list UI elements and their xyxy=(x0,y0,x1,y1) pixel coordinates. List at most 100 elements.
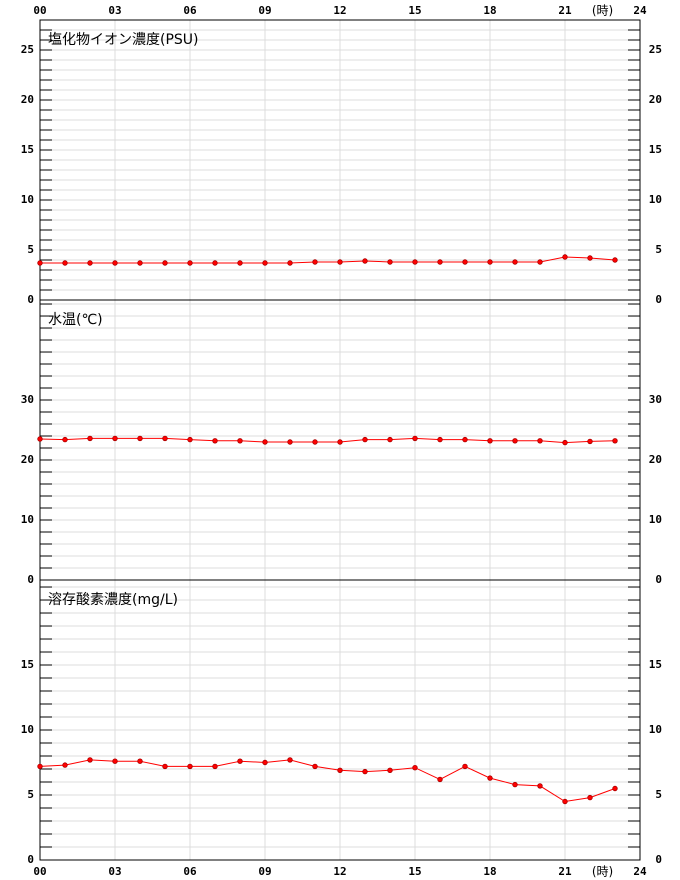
y-tick-label: 0 xyxy=(27,853,34,866)
data-point xyxy=(237,758,243,764)
data-point xyxy=(37,436,43,442)
data-point xyxy=(562,798,568,805)
data-point xyxy=(562,439,568,446)
data-line xyxy=(39,437,616,444)
y-tick-label: 0 xyxy=(27,293,34,306)
x-tick-label: 15 xyxy=(408,865,421,878)
x-axis-unit: (時) xyxy=(592,865,613,879)
y-tick-label: 0 xyxy=(655,853,662,866)
data-point xyxy=(112,260,118,266)
data-point xyxy=(437,436,443,443)
data-point xyxy=(87,260,93,266)
y-tick-label: 0 xyxy=(655,573,662,586)
data-point xyxy=(337,767,343,774)
data-point xyxy=(62,436,68,443)
data-point xyxy=(212,438,218,444)
data-point xyxy=(187,260,193,266)
x-tick-label: 00 xyxy=(33,865,46,878)
data-point xyxy=(212,260,218,266)
y-tick-label: 0 xyxy=(27,573,34,586)
data-point xyxy=(162,435,168,442)
y-tick-label: 25 xyxy=(21,43,34,56)
data-point xyxy=(387,259,393,265)
data-point xyxy=(437,259,443,265)
data-point xyxy=(337,259,343,265)
data-point xyxy=(537,783,543,789)
data-point xyxy=(237,438,243,444)
data-point xyxy=(137,435,143,442)
data-point xyxy=(412,765,418,771)
x-tick-label: 18 xyxy=(483,4,496,17)
data-point xyxy=(262,260,268,266)
data-point xyxy=(537,438,543,444)
data-point xyxy=(287,439,293,445)
data-point xyxy=(612,257,618,263)
data-point xyxy=(62,762,68,768)
y-tick-label: 10 xyxy=(649,193,662,206)
data-point xyxy=(262,439,268,445)
y-tick-label: 20 xyxy=(21,93,34,106)
data-point xyxy=(462,436,468,443)
data-point xyxy=(112,758,118,764)
data-point xyxy=(287,757,293,763)
data-point xyxy=(262,759,268,766)
x-tick-label: 09 xyxy=(258,4,271,17)
y-tick-label: 20 xyxy=(649,93,662,106)
y-tick-label: 25 xyxy=(649,43,662,56)
data-point xyxy=(512,781,518,788)
data-point xyxy=(387,767,393,774)
panel-title: 溶存酸素濃度(mg/L) xyxy=(48,592,178,608)
y-tick-label: 15 xyxy=(21,658,34,671)
data-point xyxy=(487,438,493,444)
data-point xyxy=(112,435,118,442)
data-line xyxy=(39,759,616,803)
y-tick-label: 10 xyxy=(21,723,34,736)
data-point xyxy=(312,439,318,445)
data-point xyxy=(362,258,368,264)
data-point xyxy=(512,438,518,444)
data-point xyxy=(462,763,468,770)
x-tick-label: 09 xyxy=(258,865,271,878)
x-tick-label: 03 xyxy=(108,4,121,17)
data-point xyxy=(62,260,68,266)
data-point xyxy=(462,259,468,265)
y-tick-label: 5 xyxy=(27,788,34,801)
data-point xyxy=(287,260,293,266)
x-tick-label: 00 xyxy=(33,4,46,17)
y-tick-label: 10 xyxy=(21,513,34,526)
x-tick-label: 21 xyxy=(558,865,572,878)
data-point xyxy=(187,436,193,443)
data-point xyxy=(587,794,593,801)
data-point xyxy=(137,758,143,764)
data-line xyxy=(40,256,616,264)
data-point xyxy=(612,438,618,444)
panel-title: 水温(℃) xyxy=(48,312,103,328)
y-tick-label: 15 xyxy=(649,143,662,156)
data-point xyxy=(487,259,493,265)
data-point xyxy=(562,254,568,260)
x-tick-label: 06 xyxy=(183,4,197,17)
y-tick-label: 5 xyxy=(27,243,34,256)
x-tick-label: 24 xyxy=(633,865,647,878)
x-tick-label: 12 xyxy=(333,4,346,17)
data-point xyxy=(362,436,368,443)
data-point xyxy=(237,260,243,266)
data-point xyxy=(362,768,368,775)
data-point xyxy=(512,259,518,265)
x-tick-label: 12 xyxy=(333,865,346,878)
x-tick-label: 24 xyxy=(633,4,647,17)
panel-title: 塩化物イオン濃度(PSU) xyxy=(48,32,199,48)
data-point xyxy=(137,260,143,266)
x-tick-label: 18 xyxy=(483,865,496,878)
data-point xyxy=(312,259,318,265)
data-point xyxy=(87,757,93,763)
y-tick-label: 10 xyxy=(21,193,34,206)
data-point xyxy=(187,763,193,770)
x-axis-unit: (時) xyxy=(592,4,613,18)
data-point xyxy=(337,439,343,445)
data-point xyxy=(587,255,593,261)
data-point xyxy=(487,775,493,781)
data-point xyxy=(412,435,418,442)
y-tick-label: 20 xyxy=(21,453,34,466)
